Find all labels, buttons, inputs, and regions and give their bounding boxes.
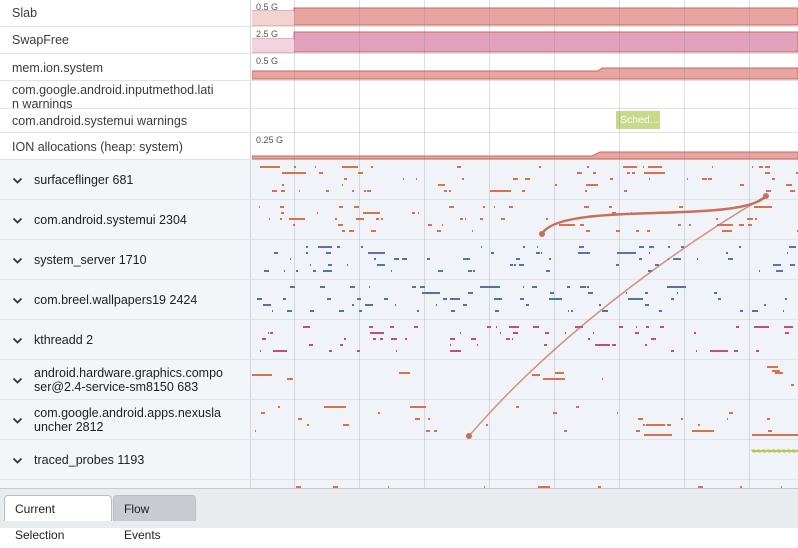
- track-name: traced_probes 1193: [34, 453, 145, 467]
- track-name: mem.ion.system: [12, 61, 103, 75]
- timeline-tracks: Slab 0.5 G SwapFree 2.5 G mem.ion.system 0.5 …: [0, 0, 798, 488]
- track-name: com.breel.wallpapers19 2424: [34, 293, 198, 307]
- thread-state-slices[interactable]: [252, 160, 798, 200]
- details-panel-bar: Current Selection Flow Events: [0, 488, 798, 542]
- track-name: kthreadd 2: [34, 333, 94, 347]
- track-content[interactable]: 0.5 G: [252, 54, 798, 80]
- track-content[interactable]: [252, 81, 798, 108]
- track-0[interactable]: Slab 0.5 G: [0, 0, 798, 27]
- track-shell[interactable]: SwapFree: [0, 27, 251, 53]
- thread-state-slices[interactable]: [252, 320, 798, 360]
- track-content[interactable]: [252, 200, 798, 239]
- track-5[interactable]: ION allocations (heap: system) 0.25 G: [0, 133, 798, 160]
- track-1[interactable]: SwapFree 2.5 G: [0, 27, 798, 54]
- track-name: com.google.android.apps.nexuslauncher 28…: [34, 406, 221, 434]
- track-name: com.google.android.inputmethod.latin war…: [12, 83, 214, 109]
- track-shell[interactable]: com.android.systemui 2304: [0, 200, 251, 239]
- track-name: surfaceflinger 681: [34, 173, 134, 187]
- track-content[interactable]: [252, 440, 798, 479]
- tab-current-selection[interactable]: Current Selection: [4, 495, 112, 542]
- track-shell[interactable]: system_server 1710: [0, 240, 251, 279]
- thread-state-slices[interactable]: [252, 240, 798, 280]
- track-shell[interactable]: surfaceflinger 681: [0, 160, 251, 199]
- track-content[interactable]: [252, 360, 798, 399]
- chevron-down-icon[interactable]: [11, 414, 24, 427]
- track-name: Slab: [12, 6, 38, 20]
- track-name: SwapFree: [12, 33, 69, 47]
- track-11[interactable]: android.hardware.graphics.composer@2.4-s…: [0, 360, 798, 400]
- track-shell[interactable]: com.google.android.inputmethod.latin war…: [0, 81, 251, 109]
- track-shell[interactable]: traced_probes 1193: [0, 440, 251, 479]
- track-7[interactable]: com.android.systemui 2304: [0, 200, 798, 240]
- counter-scale-label: 0.5 G: [256, 56, 279, 66]
- track-content[interactable]: [252, 400, 798, 439]
- thread-state-slices[interactable]: [252, 480, 798, 488]
- thread-state-slices[interactable]: [252, 280, 798, 320]
- track-name: ION allocations (heap: system): [12, 140, 183, 154]
- chevron-down-icon[interactable]: [11, 374, 24, 387]
- track-content[interactable]: 0.25 G: [252, 133, 798, 160]
- track-name: android.hardware.graphics.composer@2.4-s…: [34, 366, 223, 394]
- track-shell[interactable]: com.google.android.apps.nexuslauncher 28…: [0, 400, 251, 439]
- track-content[interactable]: [252, 240, 798, 279]
- counter-scale-label: 0.5 G: [256, 2, 279, 12]
- track-9[interactable]: com.breel.wallpapers19 2424: [0, 280, 798, 320]
- track-shell[interactable]: android.hardware.graphics.composer@2.4-s…: [0, 360, 251, 399]
- track-6[interactable]: surfaceflinger 681: [0, 160, 798, 200]
- track-shell[interactable]: com.breel.wallpapers19 2424: [0, 280, 251, 319]
- track-4[interactable]: com.android.systemui warnings Sched...: [0, 109, 798, 133]
- warning-slice[interactable]: Sched...: [616, 111, 660, 129]
- counter-graph: [252, 67, 798, 80]
- chevron-down-icon[interactable]: [11, 214, 24, 227]
- track-content[interactable]: 2.5 G: [252, 27, 798, 53]
- chevron-down-icon[interactable]: [11, 334, 24, 347]
- chevron-down-icon[interactable]: [11, 294, 24, 307]
- thread-state-slices[interactable]: [252, 360, 798, 400]
- chevron-down-icon[interactable]: [11, 454, 24, 467]
- track-14[interactable]: com.google.android.inputmethod.latin: [0, 480, 798, 488]
- counter-graph: [252, 151, 798, 160]
- counter-graph: [252, 7, 798, 26]
- track-content[interactable]: [252, 480, 798, 488]
- counter-scale-label: 0.25 G: [256, 135, 284, 145]
- counter-scale-label: 2.5 G: [256, 29, 279, 39]
- track-10[interactable]: kthreadd 2: [0, 320, 798, 360]
- track-shell[interactable]: kthreadd 2: [0, 320, 251, 359]
- track-2[interactable]: mem.ion.system 0.5 G: [0, 54, 798, 81]
- track-shell[interactable]: Slab: [0, 0, 251, 26]
- track-shell[interactable]: com.android.systemui warnings: [0, 109, 251, 132]
- chevron-down-icon[interactable]: [11, 174, 24, 187]
- thread-state-slices[interactable]: [252, 200, 798, 240]
- thread-state-slices[interactable]: [252, 440, 798, 480]
- track-12[interactable]: com.google.android.apps.nexuslauncher 28…: [0, 400, 798, 440]
- track-content[interactable]: [252, 160, 798, 199]
- track-name: com.android.systemui 2304: [34, 213, 187, 227]
- track-content[interactable]: 0.5 G: [252, 0, 798, 26]
- track-13[interactable]: traced_probes 1193: [0, 440, 798, 480]
- track-shell[interactable]: ION allocations (heap: system): [0, 133, 251, 159]
- track-name: system_server 1710: [34, 253, 147, 267]
- thread-state-slices[interactable]: [252, 400, 798, 440]
- track-3[interactable]: com.google.android.inputmethod.latin war…: [0, 81, 798, 109]
- track-content[interactable]: [252, 280, 798, 319]
- track-shell[interactable]: mem.ion.system: [0, 54, 251, 80]
- tab-flow-events[interactable]: Flow Events: [113, 495, 196, 542]
- track-shell[interactable]: com.google.android.inputmethod.latin: [0, 480, 251, 488]
- track-name: com.android.systemui warnings: [12, 114, 188, 128]
- track-content[interactable]: [252, 320, 798, 359]
- chevron-down-icon[interactable]: [11, 254, 24, 267]
- counter-graph: [252, 31, 798, 53]
- track-content[interactable]: Sched...: [252, 109, 798, 132]
- track-8[interactable]: system_server 1710: [0, 240, 798, 280]
